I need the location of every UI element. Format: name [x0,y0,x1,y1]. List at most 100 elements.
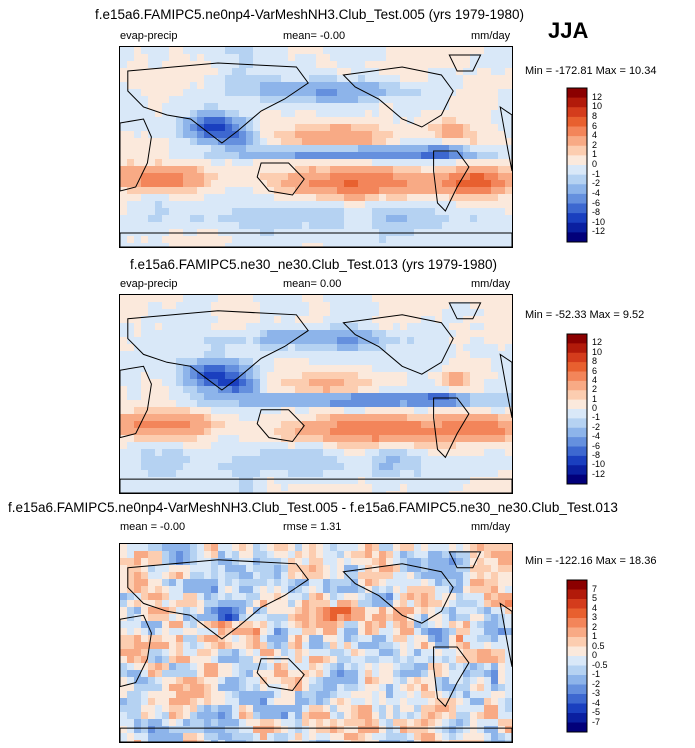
panel-2-map [119,294,513,494]
colorbar-tick-label: -8 [592,449,601,460]
coastline [127,62,309,144]
colorbar-swatch [567,222,587,233]
season-label: JJA [548,18,589,43]
colorbar-tick-label: -8 [592,207,601,218]
colorbar-swatch [567,232,587,243]
colorbar-tick-label: 2 [592,621,598,632]
colorbar-tick-label: 0 [592,650,598,660]
colorbar-tick-label: -4 [592,431,601,442]
colorbar-swatch [567,627,587,638]
colorbar-swatch [567,116,587,127]
coastline [342,314,454,375]
panel-2-title: f.e15a6.FAMIPC5.ne30_ne30.Club_Test.013 … [130,257,497,272]
coastline [499,353,512,418]
colorbar-swatch [567,193,587,204]
colorbar-tick-label: -6 [592,197,601,208]
coastline [256,409,305,443]
colorbar-swatch [567,203,587,214]
coastline [256,162,305,196]
colorbar-swatch [567,665,587,676]
colorbar-tick-label: -4 [592,187,601,198]
colorbar-swatch [567,703,587,714]
colorbar-tick-label: 8 [592,356,598,367]
panel-3-title: f.e15a6.FAMIPC5.ne0np4-VarMeshNH3.Club_T… [8,500,618,515]
colorbar-swatch [567,155,587,166]
colorbar-swatch [567,371,587,382]
colorbar-tick-label: 6 [592,365,598,376]
colorbar-tick-label: -0.5 [592,659,608,670]
colorbar-tick-label: 12 [592,337,603,348]
panel-1-units-label: mm/day [471,30,511,42]
colorbar-tick-label: 0 [592,159,598,169]
panel-3-map [119,543,513,743]
colorbar-tick-label: 1 [592,393,598,404]
colorbar-swatch [567,352,587,363]
panel-1-minmax-label: Min = -172.81 Max = 10.34 [525,65,657,77]
coastline [433,397,470,459]
colorbar-tick-label: 2 [592,384,598,395]
colorbar-tick-label: 4 [592,374,598,385]
colorbar-swatch [567,675,587,685]
colorbar-tick-label: 4 [592,602,598,613]
colorbar-swatch [567,409,587,419]
colorbar-swatch [567,334,587,344]
panel-3-colorbar: 7 5 4 3 2 1 0.5 0 -0.5 -1 -2 -3 -4 -5 -7 [566,579,608,733]
colorbar-tick-label: -6 [592,440,601,451]
colorbar-tick-label: -2 [592,678,601,689]
colorbar-swatch [567,589,587,600]
colorbar-tick-label: -7 [592,716,601,727]
colorbar-tick-label: 1 [592,631,598,641]
coastline [120,614,152,688]
colorbar-swatch [567,465,587,476]
colorbar-tick-label: 6 [592,120,598,131]
panel-2-minmax-label: Min = -52.33 Max = 9.52 [525,309,645,321]
colorbar-tick-label: 1 [592,149,598,160]
colorbar-tick-label: -10 [592,216,606,227]
colorbar-tick-label: 0 [592,403,598,413]
colorbar-swatch [567,608,587,619]
panel-2-units-label: mm/day [471,278,511,290]
colorbar-swatch [567,184,587,195]
colorbar-swatch [567,427,587,438]
colorbar-swatch [567,107,587,118]
colorbar-tick-label: -12 [592,226,606,237]
colorbar-tick-label: 2 [592,139,598,150]
colorbar-swatch [567,618,587,628]
colorbar-tick-label: 8 [592,110,598,121]
colorbar-swatch [567,145,587,156]
colorbar-swatch [567,599,587,609]
coastline [256,658,305,692]
panel-3-rmse-label: rmse = 1.31 [283,521,342,533]
colorbar-swatch [567,418,587,429]
colorbar-swatch [567,713,587,723]
coastline [342,66,454,128]
coastline [448,302,482,320]
coastline [120,232,512,247]
colorbar-tick-label: -1 [592,669,601,679]
colorbar-tick-label: -2 [592,178,601,189]
colorbar-tick-label: 10 [592,101,603,112]
colorbar-swatch [567,343,587,354]
colorbar-swatch [567,136,587,147]
colorbar-swatch [567,213,587,224]
colorbar-tick-label: 10 [592,346,603,357]
colorbar-tick-label: -10 [592,459,606,470]
panel-2-mean-label: mean= 0.00 [283,278,342,290]
coastline [433,150,470,212]
colorbar-swatch [567,580,587,590]
colorbar-tick-label: 12 [592,91,603,102]
coastline [499,602,512,667]
colorbar-tick-label: -5 [592,707,601,717]
panel-3-units-label: mm/day [471,521,511,533]
colorbar-swatch [567,174,587,185]
colorbar-tick-label: 7 [592,583,598,594]
coastline [448,551,482,569]
colorbar-tick-label: -3 [592,688,601,698]
panel-1-mean-label: mean= -0.00 [283,30,346,42]
colorbar-swatch [567,455,587,466]
panel-2-variable-label: evap-precip [120,278,178,290]
panel-1-variable-label: evap-precip [120,30,178,42]
colorbar-swatch [567,684,587,695]
coastline [127,559,309,640]
coastline [342,563,454,624]
